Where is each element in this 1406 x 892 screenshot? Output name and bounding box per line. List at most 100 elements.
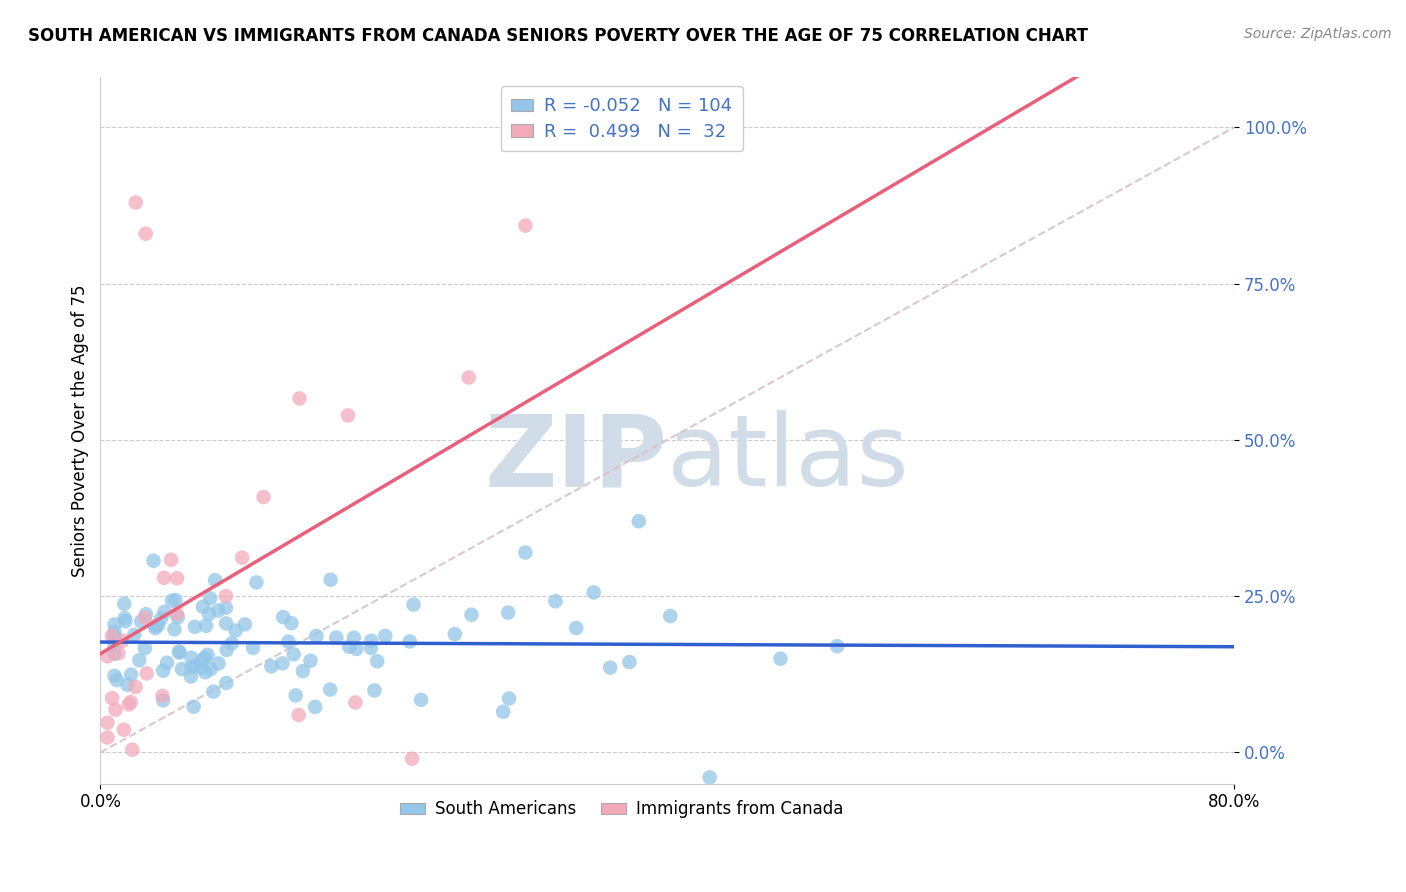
Point xyxy=(111,633,134,648)
Point xyxy=(627,514,650,528)
Point xyxy=(191,599,214,614)
Point xyxy=(152,689,174,703)
Text: Source: ZipAtlas.com: Source: ZipAtlas.com xyxy=(1244,27,1392,41)
Point xyxy=(699,771,721,785)
Point xyxy=(582,585,605,599)
Point xyxy=(163,622,186,636)
Point xyxy=(659,609,682,624)
Point xyxy=(152,693,174,707)
Point xyxy=(112,597,135,611)
Point xyxy=(121,742,143,756)
Point xyxy=(114,611,136,625)
Point xyxy=(599,660,621,674)
Point xyxy=(103,669,125,683)
Point xyxy=(242,640,264,655)
Point xyxy=(325,631,347,645)
Text: atlas: atlas xyxy=(666,410,908,508)
Point xyxy=(215,643,238,657)
Point xyxy=(619,655,641,669)
Point xyxy=(191,652,214,666)
Text: SOUTH AMERICAN VS IMMIGRANTS FROM CANADA SENIORS POVERTY OVER THE AGE OF 75 CORR: SOUTH AMERICAN VS IMMIGRANTS FROM CANADA… xyxy=(28,27,1088,45)
Point xyxy=(145,621,167,635)
Point xyxy=(215,616,238,631)
Point xyxy=(515,219,537,233)
Point xyxy=(160,552,183,566)
Point xyxy=(104,703,127,717)
Point xyxy=(180,669,202,683)
Point xyxy=(167,645,190,659)
Point xyxy=(360,633,382,648)
Point xyxy=(153,571,176,585)
Point xyxy=(101,629,124,643)
Point xyxy=(231,550,253,565)
Point xyxy=(180,650,202,665)
Point xyxy=(105,673,128,687)
Point xyxy=(360,640,382,655)
Point xyxy=(142,554,165,568)
Point xyxy=(118,698,141,712)
Point xyxy=(200,662,222,676)
Point xyxy=(444,627,467,641)
Point xyxy=(496,606,519,620)
Y-axis label: Seniors Poverty Over the Age of 75: Seniors Poverty Over the Age of 75 xyxy=(72,285,89,577)
Point xyxy=(96,731,118,745)
Point xyxy=(166,610,188,624)
Point xyxy=(117,678,139,692)
Point xyxy=(515,545,537,559)
Point xyxy=(153,605,176,619)
Point xyxy=(96,715,118,730)
Point xyxy=(291,664,314,678)
Point xyxy=(190,661,212,675)
Point xyxy=(166,571,188,585)
Point xyxy=(195,619,218,633)
Point xyxy=(277,634,299,648)
Point xyxy=(225,624,247,638)
Point xyxy=(125,195,148,210)
Point xyxy=(565,621,588,635)
Point xyxy=(271,657,294,671)
Point xyxy=(221,636,243,650)
Point xyxy=(283,648,305,662)
Point xyxy=(343,631,366,645)
Point xyxy=(305,629,328,643)
Point xyxy=(124,680,146,694)
Point xyxy=(299,654,322,668)
Point xyxy=(288,392,311,406)
Point xyxy=(194,650,217,665)
Point xyxy=(215,589,238,603)
Point xyxy=(402,598,425,612)
Point xyxy=(319,682,342,697)
Point xyxy=(363,683,385,698)
Point xyxy=(135,666,157,681)
Point xyxy=(198,591,221,606)
Point xyxy=(344,696,367,710)
Point xyxy=(260,659,283,673)
Point xyxy=(103,630,125,644)
Point xyxy=(170,662,193,676)
Point xyxy=(135,607,157,622)
Point xyxy=(401,752,423,766)
Point xyxy=(122,628,145,642)
Point xyxy=(366,654,388,668)
Point xyxy=(411,693,433,707)
Point xyxy=(183,699,205,714)
Point xyxy=(374,629,396,643)
Point xyxy=(198,607,221,621)
Point xyxy=(769,651,792,665)
Point xyxy=(398,634,420,648)
Point xyxy=(120,667,142,681)
Point xyxy=(204,573,226,587)
Point xyxy=(319,573,342,587)
Point xyxy=(114,614,136,628)
Point xyxy=(134,641,156,656)
Point xyxy=(103,617,125,632)
Point xyxy=(304,699,326,714)
Point xyxy=(101,691,124,706)
Point xyxy=(134,611,156,625)
Legend: South Americans, Immigrants from Canada: South Americans, Immigrants from Canada xyxy=(394,794,851,825)
Point xyxy=(184,620,207,634)
Point xyxy=(202,684,225,698)
Point xyxy=(492,705,515,719)
Point xyxy=(194,665,217,680)
Point xyxy=(460,607,482,622)
